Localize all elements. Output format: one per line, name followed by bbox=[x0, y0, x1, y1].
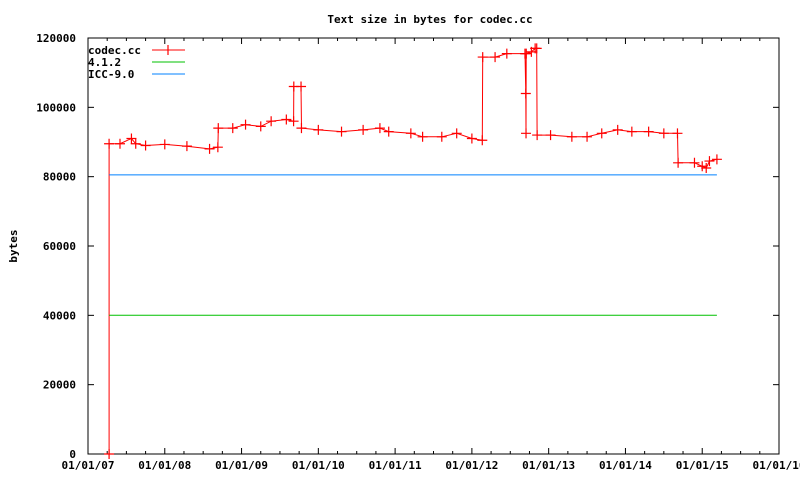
x-tick-label: 01/01/14 bbox=[599, 459, 652, 472]
data-point bbox=[466, 133, 477, 144]
data-point bbox=[405, 128, 416, 139]
data-point bbox=[704, 156, 715, 167]
x-tick-label: 01/01/10 bbox=[292, 459, 345, 472]
data-point bbox=[521, 48, 532, 59]
x-tick-label: 01/01/16 bbox=[753, 459, 800, 472]
data-point bbox=[288, 116, 299, 127]
data-point bbox=[212, 142, 223, 153]
data-point bbox=[673, 157, 684, 168]
data-point bbox=[612, 124, 623, 135]
data-point bbox=[140, 140, 151, 151]
data-point bbox=[672, 128, 683, 139]
data-point bbox=[213, 123, 224, 134]
data-point bbox=[104, 449, 115, 459]
x-tick-label: 01/01/09 bbox=[215, 459, 268, 472]
data-point bbox=[711, 154, 722, 165]
x-tick-label: 01/01/12 bbox=[445, 459, 498, 472]
series-line-codec.cc bbox=[108, 47, 718, 454]
data-point bbox=[296, 123, 307, 134]
data-point bbox=[521, 128, 532, 139]
data-point bbox=[159, 139, 170, 150]
data-point bbox=[383, 126, 394, 137]
data-point bbox=[582, 131, 593, 142]
x-tick-label: 01/01/15 bbox=[676, 459, 729, 472]
data-point bbox=[114, 138, 125, 149]
y-tick-label: 0 bbox=[69, 448, 76, 461]
chart-title: Text size in bytes for codec.cc bbox=[327, 13, 532, 26]
data-point bbox=[596, 128, 607, 139]
data-point bbox=[566, 131, 577, 142]
data-point bbox=[451, 128, 462, 139]
data-point bbox=[626, 126, 637, 137]
data-point bbox=[204, 143, 215, 154]
data-point bbox=[520, 88, 531, 99]
plot-border bbox=[87, 37, 780, 455]
data-point bbox=[477, 135, 488, 146]
x-tick-label: 01/01/08 bbox=[138, 459, 191, 472]
data-point bbox=[436, 131, 447, 142]
y-tick-label: 40000 bbox=[43, 309, 76, 322]
data-point bbox=[266, 116, 277, 127]
data-point bbox=[490, 52, 501, 63]
data-point bbox=[181, 141, 192, 152]
data-point bbox=[477, 52, 488, 63]
legend-label: ICC-9.0 bbox=[88, 68, 134, 81]
y-axis-label: bytes bbox=[7, 229, 20, 262]
data-point bbox=[358, 124, 369, 135]
data-point bbox=[281, 114, 292, 125]
legend-label: 4.1.2 bbox=[88, 56, 121, 69]
data-point bbox=[689, 157, 700, 168]
data-point bbox=[227, 123, 238, 134]
legend-label: codec.cc bbox=[88, 44, 141, 57]
y-tick-label: 100000 bbox=[36, 101, 76, 114]
data-point bbox=[701, 163, 712, 173]
y-tick-label: 20000 bbox=[43, 379, 76, 392]
data-point bbox=[501, 48, 512, 59]
data-point bbox=[104, 138, 115, 149]
data-point bbox=[313, 124, 324, 135]
data-point bbox=[417, 131, 428, 142]
data-point bbox=[240, 119, 251, 130]
data-point bbox=[296, 81, 307, 92]
x-tick-label: 01/01/13 bbox=[522, 459, 575, 472]
data-point bbox=[336, 126, 347, 137]
data-point bbox=[545, 130, 556, 141]
data-point bbox=[130, 138, 141, 149]
data-point bbox=[658, 128, 669, 139]
y-tick-label: 120000 bbox=[36, 32, 76, 45]
data-point bbox=[643, 126, 654, 137]
data-point bbox=[697, 161, 708, 172]
x-tick-label: 01/01/11 bbox=[369, 459, 422, 472]
data-point bbox=[532, 130, 543, 141]
x-tick-label: 01/01/07 bbox=[62, 459, 115, 472]
data-point bbox=[531, 43, 542, 54]
data-point bbox=[374, 123, 385, 134]
data-point bbox=[126, 133, 137, 144]
data-point bbox=[255, 121, 266, 132]
y-tick-label: 80000 bbox=[43, 171, 76, 184]
y-tick-label: 60000 bbox=[43, 240, 76, 253]
